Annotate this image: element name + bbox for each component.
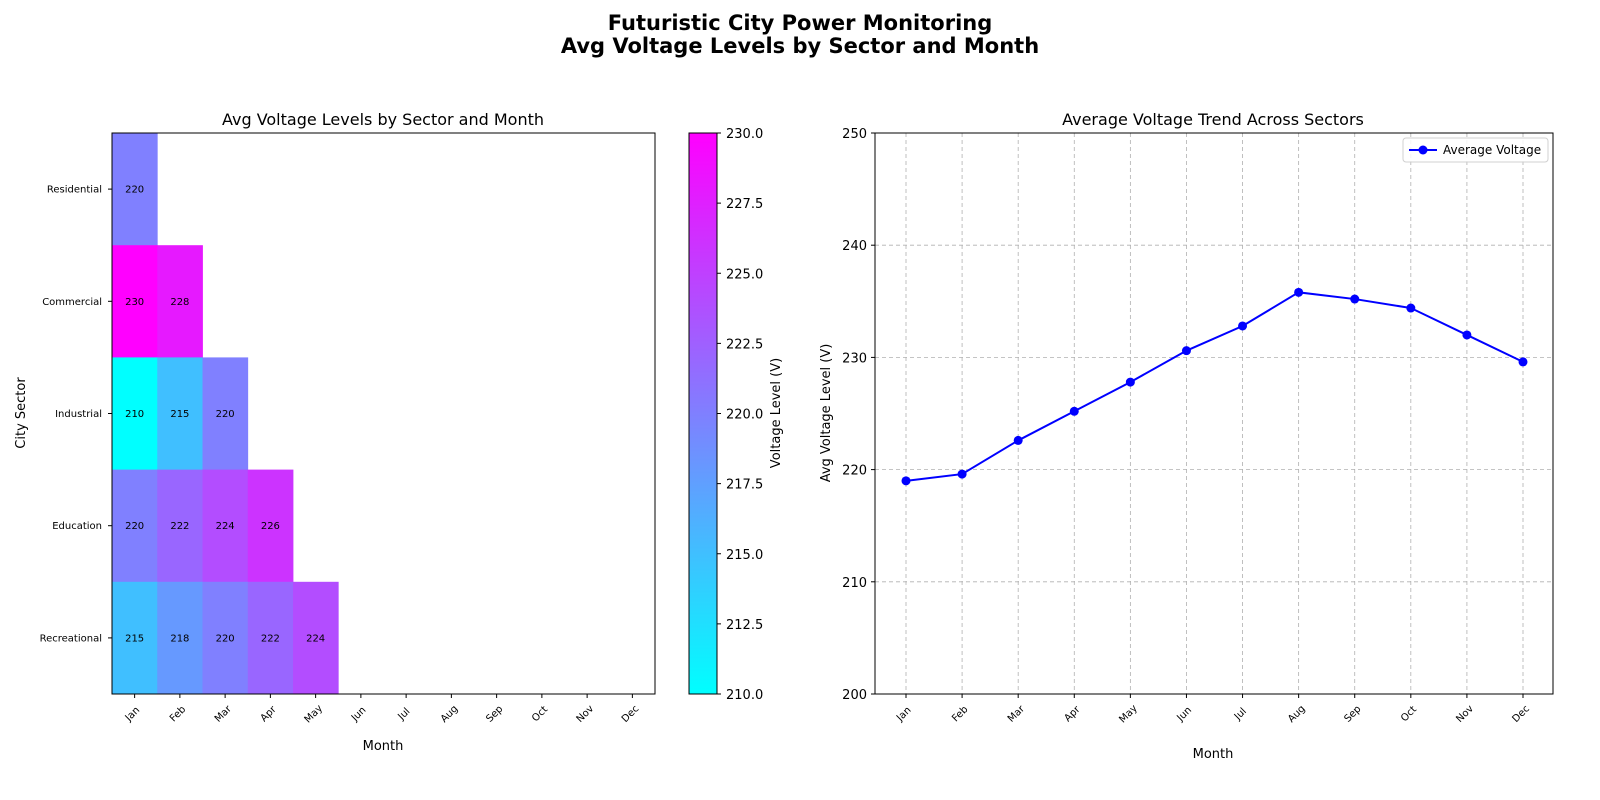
heatmap-cell [157, 469, 203, 583]
heatmap-xtick-label: May [303, 703, 325, 725]
heatmap-cell-label: 215 [170, 409, 189, 420]
heatmap-ytick-label: Education [52, 521, 102, 532]
colorbar-label: Voltage Level (V) [769, 358, 784, 468]
heatmap-xtick-label: Jul [395, 706, 412, 723]
heatmap-xtick-label: Dec [620, 703, 641, 724]
colorbar-tick-label: 217.5 [726, 478, 763, 493]
heatmap-ytick-label: Residential [47, 185, 102, 196]
heatmap-ylabel: City Sector [14, 377, 29, 449]
heatmap-cell [247, 581, 294, 695]
heatmap-ytick-label: Commercial [42, 297, 102, 308]
heatmap-cell-label: 220 [216, 633, 235, 644]
heatmap-xtick-label: Oct [530, 704, 550, 724]
heatmap-xtick-label: Jan [123, 705, 142, 724]
heatmap-cell [112, 469, 158, 583]
heatmap-xtick-label: Apr [259, 704, 280, 725]
figure-title-line2: Avg Voltage Levels by Sector and Month [560, 34, 1040, 58]
heatmap-cell [157, 581, 203, 695]
colorbar-tick-label: 215.0 [726, 548, 763, 563]
heatmap-cell [247, 469, 294, 583]
heatmap-cell-label: 226 [261, 521, 280, 532]
heatmap-cell-label: 220 [125, 521, 144, 532]
heatmap-cell [202, 581, 249, 695]
heatmap-cell [293, 581, 339, 695]
heatmap-cell-label: 220 [216, 409, 235, 420]
heatmap-xtick-label: Mar [213, 703, 235, 725]
heatmap-xlabel: Month [363, 739, 404, 754]
colorbar-tick-label: 210.0 [726, 688, 763, 703]
heatmap-title: Avg Voltage Levels by Sector and Month [222, 110, 544, 129]
heatmap-cell [157, 357, 203, 470]
heatmap-cell [112, 357, 158, 470]
heatmap-cell [112, 245, 158, 358]
colorbar-tick-label: 230.0 [726, 127, 763, 142]
heatmap-cell-label: 228 [170, 297, 189, 308]
heatmap-xtick-label: Aug [439, 703, 461, 725]
colorbar-tick-label: 225.0 [726, 267, 763, 282]
heatmap-cell-label: 215 [125, 633, 144, 644]
colorbar-tick-label: 227.5 [726, 197, 763, 212]
heatmap-cell-label: 224 [216, 521, 235, 532]
heatmap-cell-label: 222 [261, 633, 280, 644]
heatmap-cell-label: 218 [170, 633, 189, 644]
heatmap-cell [202, 357, 249, 470]
heatmap-cell-label: 220 [125, 185, 144, 196]
colorbar [688, 132, 718, 695]
heatmap-cell [112, 581, 158, 695]
colorbar-tick-label: 222.5 [726, 337, 763, 352]
colorbar-tick-label: 220.0 [726, 408, 763, 423]
heatmap-cell [202, 469, 249, 583]
heatmap-ytick-label: Recreational [40, 633, 102, 644]
heatmap-cell [112, 133, 158, 246]
heatmap-cell-label: 222 [170, 521, 189, 532]
heatmap-xtick-label: Nov [575, 703, 597, 725]
heatmap-xtick-label: Feb [168, 704, 188, 724]
heatmap-cells: 220 230 228 210 215 220 220 222 224 226 215 218 220 2… [40, 127, 764, 725]
heatmap-cell-label: 224 [306, 633, 325, 644]
colorbar-tick-label: 212.5 [726, 618, 763, 633]
heatmap-cell-label: 210 [125, 409, 144, 420]
heatmap-xtick-label: Sep [484, 704, 505, 725]
figure-title: Futuristic City Power Monitoring Avg Vol… [0, 12, 1600, 58]
figure-title-line1: Futuristic City Power Monitoring [607, 11, 993, 35]
heatmap-cell-label: 230 [125, 297, 144, 308]
heatmap-cell [157, 245, 203, 358]
heatmap-xtick-label: Jun [349, 705, 369, 725]
heatmap-ytick-label: Industrial [55, 409, 102, 420]
